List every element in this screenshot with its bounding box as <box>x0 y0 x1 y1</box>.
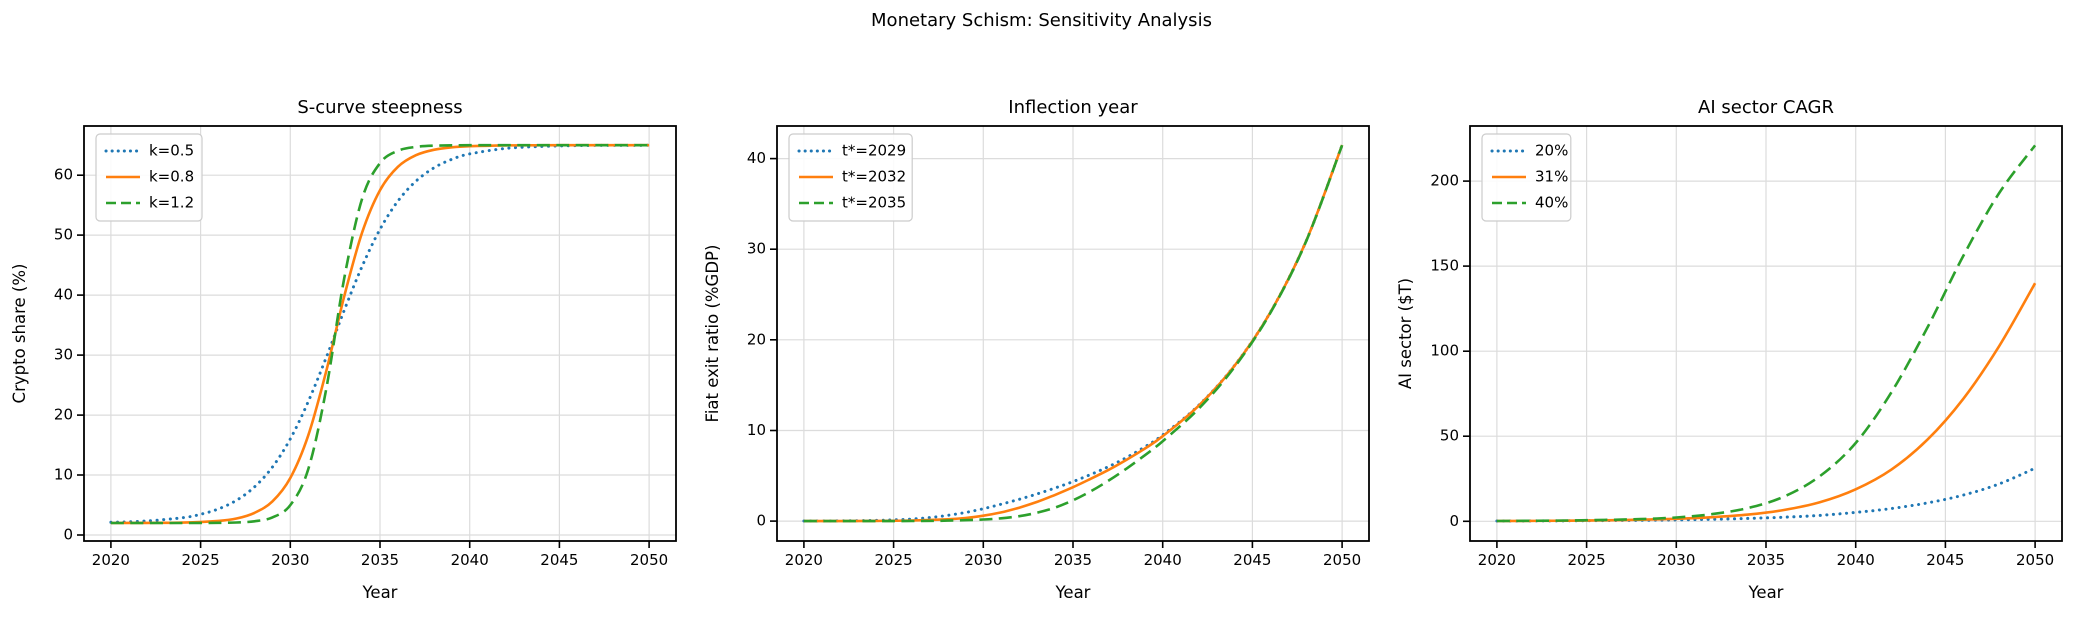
x-tick-label: 2040 <box>1144 551 1182 569</box>
legend-label: 40% <box>1535 194 1568 212</box>
legend-label: t*=2035 <box>842 194 906 212</box>
figure-title: Monetary Schism: Sensitivity Analysis <box>871 10 1212 31</box>
x-axis-label: Year <box>1748 583 1784 602</box>
x-tick-label: 2040 <box>1837 551 1875 569</box>
x-tick-label: 2035 <box>361 551 399 569</box>
subplot-0: 2020 2025 2030 2035 2040 2045 2050010203040506… <box>10 97 677 602</box>
y-tick-label: 20 <box>54 406 73 424</box>
legend-box <box>1481 133 1572 222</box>
x-tick-label: 2030 <box>964 551 1002 569</box>
y-tick-label: 50 <box>54 226 73 244</box>
x-tick-label: 2020 <box>785 551 823 569</box>
x-tick-label: 2040 <box>451 551 489 569</box>
y-tick-label: 30 <box>747 240 766 258</box>
series-line-1 <box>803 144 1344 523</box>
legend-label: 20% <box>1535 142 1568 160</box>
y-tick-label: 0 <box>63 526 73 544</box>
y-tick-label: 200 <box>1430 172 1459 190</box>
y-tick-label: 40 <box>54 286 73 304</box>
x-tick-label: 2050 <box>1323 551 1361 569</box>
x-tick-label: 2035 <box>1054 551 1092 569</box>
x-tick-label: 2020 <box>1478 551 1516 569</box>
legend-box <box>788 133 913 222</box>
series-line-2 <box>803 144 1344 523</box>
series-line-0 <box>802 143 1344 523</box>
y-tick-label: 100 <box>1430 342 1459 360</box>
legend-box <box>95 133 203 222</box>
x-axis-label: Year <box>1055 583 1091 602</box>
x-tick-label: 2025 <box>182 551 220 569</box>
subplot-title: AI sector CAGR <box>1698 97 1834 118</box>
y-tick-label: 10 <box>747 421 766 439</box>
subplot-2: 2020 2025 2030 2035 2040 2045 2050 0 50 100 150 200… <box>1396 97 2063 602</box>
series-line-2 <box>110 143 650 525</box>
series-line-0 <box>109 143 651 524</box>
series-line-0 <box>1495 466 2037 523</box>
subplot-title: Inflection year <box>1008 97 1138 118</box>
x-axis-label: Year <box>362 583 398 602</box>
y-tick-label: 0 <box>1449 512 1459 530</box>
x-tick-label: 2045 <box>1233 551 1271 569</box>
y-tick-label: 30 <box>54 346 73 364</box>
x-tick-label: 2050 <box>2016 551 2054 569</box>
legend-label: k=1.2 <box>149 194 194 212</box>
y-tick-label: 10 <box>54 466 73 484</box>
legend-label: t*=2029 <box>842 142 906 160</box>
x-tick-label: 2050 <box>630 551 668 569</box>
legend-label: 31% <box>1535 168 1568 186</box>
y-axis-label: Fiat exit ratio (%GDP) <box>703 245 722 423</box>
legend-label: k=0.8 <box>149 168 194 186</box>
x-tick-label: 2025 <box>875 551 913 569</box>
legend-label: k=0.5 <box>149 142 194 160</box>
y-tick-label: 0 <box>756 512 766 530</box>
x-tick-label: 2045 <box>540 551 578 569</box>
legend-label: t*=2032 <box>842 168 906 186</box>
y-tick-label: 150 <box>1430 257 1459 275</box>
y-axis-label: Crypto share (%) <box>10 264 29 404</box>
x-tick-label: 2035 <box>1747 551 1785 569</box>
y-tick-label: 60 <box>54 166 73 184</box>
x-tick-label: 2045 <box>1926 551 1964 569</box>
x-tick-label: 2030 <box>271 551 309 569</box>
x-tick-label: 2025 <box>1568 551 1606 569</box>
y-axis-label: AI sector ($T) <box>1396 278 1415 389</box>
y-tick-label: 50 <box>1440 427 1459 445</box>
y-tick-label: 20 <box>747 330 766 348</box>
x-tick-label: 2030 <box>1657 551 1695 569</box>
subplot-1: 2020 2025 2030 2035 2040 2045 2050010203040Inf… <box>703 97 1370 602</box>
x-tick-label: 2020 <box>92 551 130 569</box>
y-tick-label: 40 <box>747 149 766 167</box>
series-line-1 <box>1496 282 2037 523</box>
subplot-title: S-curve steepness <box>297 97 462 118</box>
